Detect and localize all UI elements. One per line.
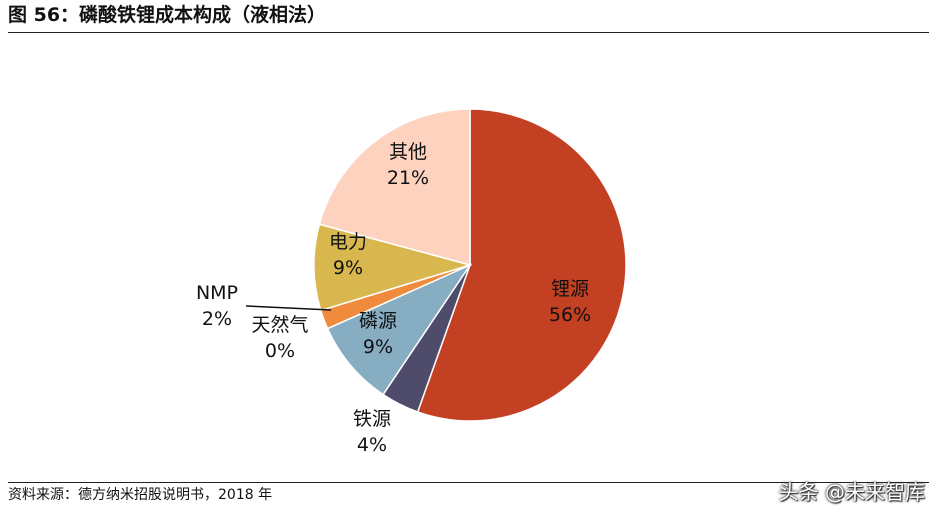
slice-value-4: 0% <box>265 340 295 362</box>
source-note: 资料来源：德方纳米招股说明书，2018 年 <box>8 487 273 503</box>
slice-label-3: 磷源 <box>359 310 397 332</box>
pie-slice-3 <box>326 263 473 396</box>
leader-lines <box>245 305 332 311</box>
slice-value-1: 56% <box>549 304 591 326</box>
watermark: 头条 @未来智库 <box>778 480 925 504</box>
slice-label-4: 天然气 <box>251 314 308 336</box>
slice-value-6: 9% <box>333 257 363 279</box>
slice-label-1: 锂源 <box>551 278 589 300</box>
pie-slice-1 <box>416 108 627 422</box>
slice-label-6: 电力 <box>329 231 367 253</box>
pie-slice-7 <box>318 108 471 266</box>
slice-value-7: 21% <box>387 167 429 189</box>
slice-value-5: 2% <box>202 308 232 330</box>
slice-label-7: 其他 <box>389 141 427 163</box>
pie-labels: 锂源 56% 铁源 4% 磷源 9% 天然气 0% NMP 2% 电力 9% 其他 21% <box>196 141 591 456</box>
pie-chart: 锂源 56% 铁源 4% 磷源 9% 天然气 0% NMP 2% 电力 9% 其他 21% <box>196 108 627 456</box>
slice-value-2: 4% <box>357 434 387 456</box>
leader-line-5 <box>245 305 332 311</box>
pie-slices <box>313 108 627 422</box>
footer-divider <box>8 482 929 483</box>
page-title: 图 56：磷酸铁锂成本构成（液相法） <box>8 4 327 26</box>
title-divider <box>8 32 929 33</box>
slice-label-2: 铁源 <box>353 408 391 430</box>
slice-label-5: NMP <box>196 282 238 304</box>
slice-value-3: 9% <box>363 336 393 358</box>
